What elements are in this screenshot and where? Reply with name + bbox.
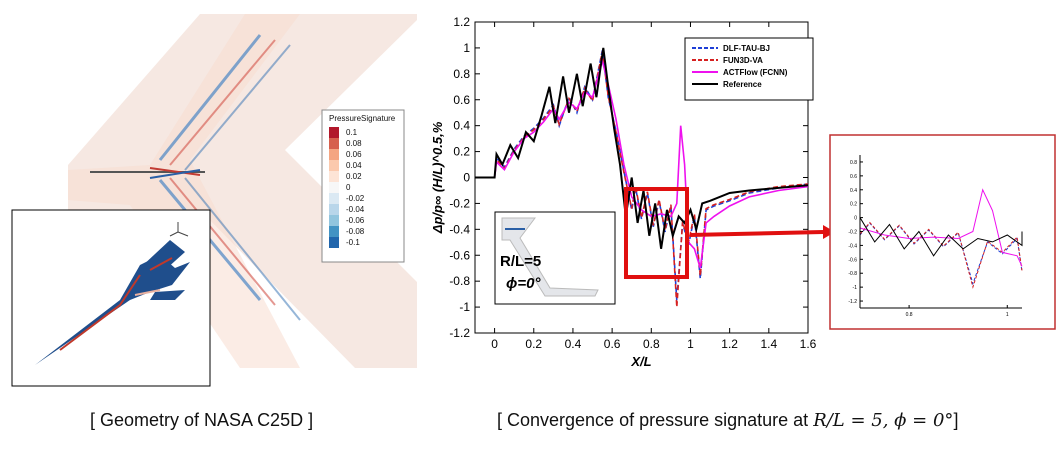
- y-tick-label: -1: [459, 300, 470, 314]
- caption-convergence: [ Convergence of pressure signature at R…: [497, 410, 958, 431]
- y-axis-label: Δp/p∞ (H/L)^0.5,%: [430, 121, 445, 234]
- contour-legend-swatch: [329, 127, 339, 138]
- legend-label: FUN3D-VA: [723, 56, 763, 65]
- contour-legend-swatch: [329, 204, 339, 215]
- contour-legend-level: -0.04: [346, 205, 365, 214]
- y-tick-label: -1.2: [449, 326, 470, 340]
- y-tick-label: 0: [463, 171, 470, 185]
- y-tick-label: 0.8: [453, 67, 470, 81]
- aircraft-icon: [35, 240, 190, 365]
- contour-legend-swatch: [329, 182, 339, 193]
- contour-legend-level: -0.1: [346, 238, 360, 247]
- contour-legend-level: -0.02: [346, 194, 365, 203]
- inset-phi-label: ϕ=0°: [506, 275, 541, 292]
- contour-legend-swatch: [329, 215, 339, 226]
- zoom-y-tick-label: -0.6: [848, 257, 857, 263]
- zoom-region-box: [624, 187, 689, 279]
- zoom-y-tick-label: 0.8: [850, 160, 857, 166]
- contour-legend-swatch: [329, 193, 339, 204]
- contour-legend-level: -0.08: [346, 227, 365, 236]
- zoom-series-line: [859, 215, 1023, 257]
- contour-legend-level: -0.06: [346, 216, 365, 225]
- contour-legend-swatch: [329, 171, 339, 182]
- y-tick-label: 0.2: [453, 145, 470, 159]
- y-tick-label: -0.4: [449, 222, 470, 236]
- y-tick-label: -0.2: [449, 196, 470, 210]
- y-tick-label: -0.6: [449, 248, 470, 262]
- contour-legend-level: 0: [346, 183, 351, 192]
- inset-rl-label: R/L=5: [500, 253, 541, 270]
- x-tick-label: 1.4: [760, 337, 777, 351]
- contour-legend-level: 0.02: [346, 172, 362, 181]
- x-tick-label: 0.8: [643, 337, 660, 351]
- y-tick-label: 1: [463, 41, 470, 55]
- x-tick-label: 1.6: [800, 337, 817, 351]
- legend-label: Reference: [723, 80, 762, 89]
- zoom-y-tick-label: -0.8: [848, 271, 857, 277]
- zoom-x-tick-label: 1: [1006, 312, 1009, 318]
- contour-legend-swatch: [329, 160, 339, 171]
- zoom-y-tick-label: -1.2: [848, 299, 857, 305]
- zoom-y-tick-label: 0.2: [850, 202, 857, 208]
- zoom-y-tick-label: 0.6: [850, 174, 857, 180]
- x-tick-label: 0: [491, 337, 498, 351]
- zoom-y-tick-label: 0: [854, 216, 857, 222]
- pressure-contour-field: PressureSignature 0.1 0.08 0.06 0.04 0.02 0 -0…: [11, 14, 417, 387]
- contour-legend-level: 0.06: [346, 150, 362, 159]
- contour-legend-swatch: [329, 149, 339, 160]
- zoom-y-tick-label: 0.4: [850, 188, 857, 194]
- aircraft-inset: [11, 209, 211, 387]
- axis-triad-icon: [169, 222, 189, 237]
- contour-band: [68, 14, 417, 368]
- legend-label: ACTFlow (FCNN): [723, 68, 788, 77]
- contour-legend-swatch: [329, 237, 339, 248]
- caption-geometry: [ Geometry of NASA C25D ]: [90, 410, 314, 430]
- contour-legend-title: PressureSignature: [329, 114, 396, 123]
- zoom-y-tick-label: -0.4: [848, 243, 857, 249]
- x-axis-label: X/L: [630, 354, 651, 369]
- y-tick-label: 0.4: [453, 119, 470, 133]
- caption-convergence-prefix: [ Convergence of pressure signature at: [497, 410, 814, 430]
- zoom-y-tick-label: -0.2: [848, 230, 857, 236]
- series-line: [475, 47, 809, 249]
- zoom-y-tick-label: -1: [853, 285, 858, 291]
- series-line: [475, 51, 809, 308]
- caption-convergence-suffix: ]: [953, 410, 959, 430]
- contour-legend-level: 0.1: [346, 128, 358, 137]
- x-tick-label: 0.4: [565, 337, 582, 351]
- x-tick-label: 0.6: [604, 337, 621, 351]
- signature-chart-panel: 1.2 1 0.8 0.6 0.4 0.2 0 -0.2 -0.4 -0.6 -0.8 -1 -1.2 0…: [430, 0, 1059, 400]
- series-legend: DLF-TAU-BJ FUN3D-VA ACTFlow (FCNN) Referenc…: [684, 37, 814, 101]
- series-line: [475, 50, 809, 301]
- zoom-arrow: [689, 230, 824, 237]
- y-tick-label: -0.8: [449, 274, 470, 288]
- zoom-panel: [829, 134, 1056, 330]
- geometry-panel: PressureSignature 0.1 0.08 0.06 0.04 0.02 0 -0…: [0, 0, 430, 400]
- contour-legend-swatch: [329, 226, 339, 237]
- y-tick-label: 1.2: [453, 15, 470, 29]
- y-tick-label: 0.6: [453, 93, 470, 107]
- series-line: [475, 57, 809, 269]
- contour-legend: PressureSignature 0.1 0.08 0.06 0.04 0.02 0 -0…: [321, 109, 405, 263]
- legend-label: DLF-TAU-BJ: [723, 44, 770, 53]
- x-tick-label: 1.2: [721, 337, 738, 351]
- inset-geometry-icon: [501, 217, 599, 297]
- contour-legend-level: 0.08: [346, 139, 362, 148]
- x-tick-label: 0.2: [525, 337, 542, 351]
- caption-convergence-math: R/L = 5, ϕ = 0°: [813, 410, 954, 431]
- pressure-signature-chart: 1.2 1 0.8 0.6 0.4 0.2 0 -0.2 -0.4 -0.6 -0.8 -1 -1.2 0…: [430, 15, 1056, 369]
- contour-legend-level: 0.04: [346, 161, 362, 170]
- zoom-arrow-head: [823, 225, 835, 239]
- x-tick-label: 1: [687, 337, 694, 351]
- contour-legend-swatch: [329, 138, 339, 149]
- zoom-x-tick-label: 0.8: [906, 312, 913, 318]
- zoom-series-line: [859, 188, 1023, 267]
